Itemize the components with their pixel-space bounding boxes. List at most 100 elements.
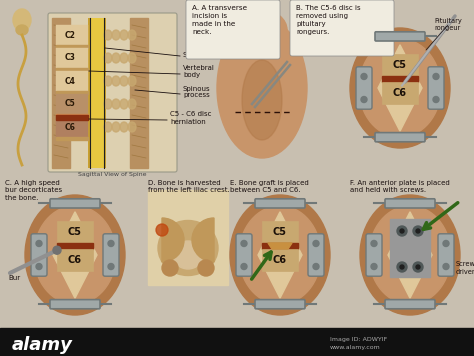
Bar [56,25,88,45]
Text: C6: C6 [68,255,82,265]
Text: C. A high speed
bur decorticates
the bone.: C. A high speed bur decorticates the bon… [5,180,62,201]
Polygon shape [378,45,422,131]
Bar [262,243,298,249]
Polygon shape [268,243,292,249]
Bar [130,18,148,168]
Ellipse shape [239,206,321,304]
Circle shape [162,260,178,276]
Circle shape [241,263,247,269]
Bar [90,18,104,168]
Text: C5: C5 [68,227,82,237]
Text: C2: C2 [65,31,76,40]
Ellipse shape [128,122,136,132]
Text: Pituitary
rongeur: Pituitary rongeur [434,18,462,31]
Ellipse shape [120,76,128,86]
Circle shape [416,265,420,269]
Text: C5 - C6 disc
herniation: C5 - C6 disc herniation [170,111,211,125]
Bar [88,18,106,168]
Ellipse shape [13,9,31,31]
Circle shape [361,96,367,103]
Ellipse shape [104,122,112,132]
FancyBboxPatch shape [428,67,444,109]
Bar [56,91,88,94]
Ellipse shape [112,122,120,132]
Wedge shape [192,218,214,262]
Bar [56,115,88,120]
Text: C5: C5 [65,99,76,109]
Bar [382,76,418,82]
FancyBboxPatch shape [236,234,252,276]
Circle shape [400,265,404,269]
Circle shape [53,246,61,254]
Circle shape [443,263,449,269]
Circle shape [413,262,423,272]
Circle shape [361,73,367,79]
FancyBboxPatch shape [186,0,280,59]
Ellipse shape [359,39,441,137]
Ellipse shape [112,99,120,109]
Circle shape [397,226,407,236]
FancyBboxPatch shape [50,199,100,208]
Text: F. An anterior plate is placed
and held with screws.: F. An anterior plate is placed and held … [350,180,450,194]
Text: C4: C4 [65,77,76,85]
Ellipse shape [104,30,112,40]
Bar [0,328,474,356]
Ellipse shape [112,76,120,86]
Circle shape [108,263,114,269]
Bar [52,18,70,168]
Ellipse shape [173,241,203,269]
Ellipse shape [128,53,136,63]
Text: Vertebral
body: Vertebral body [183,66,215,79]
FancyBboxPatch shape [308,234,324,276]
FancyBboxPatch shape [385,199,435,208]
Circle shape [397,262,407,272]
Circle shape [413,226,423,236]
Text: Spinal cord: Spinal cord [183,52,222,58]
Text: C3: C3 [65,53,76,63]
FancyBboxPatch shape [356,67,372,109]
FancyBboxPatch shape [31,234,47,276]
Polygon shape [258,212,302,298]
Bar [56,45,88,48]
Circle shape [400,229,404,233]
FancyBboxPatch shape [385,300,435,309]
Text: Spinous
process: Spinous process [183,85,210,99]
Ellipse shape [104,76,112,86]
FancyBboxPatch shape [375,32,425,41]
Ellipse shape [120,122,128,132]
Bar [56,68,88,71]
Bar [56,94,88,114]
Ellipse shape [217,18,307,158]
Polygon shape [388,212,432,298]
Text: A. A transverse
incision is
made in the
neck.: A. A transverse incision is made in the … [192,5,247,35]
Text: B. The C5-6 disc is
removed using
pituitary
rongeurs.: B. The C5-6 disc is removed using pituit… [296,5,361,35]
Ellipse shape [360,195,460,315]
Wedge shape [162,218,184,262]
Circle shape [198,260,214,276]
Bar [56,48,88,68]
FancyBboxPatch shape [375,132,425,142]
Ellipse shape [25,195,125,315]
Text: Bur: Bur [8,275,20,281]
Text: C6: C6 [273,255,287,265]
Bar [382,82,418,104]
Bar [390,219,430,277]
Ellipse shape [128,76,136,86]
Circle shape [371,263,377,269]
FancyBboxPatch shape [50,300,100,309]
Text: E. Bone graft is placed
between C5 and C6.: E. Bone graft is placed between C5 and C… [230,180,309,194]
Ellipse shape [120,30,128,40]
Ellipse shape [104,53,112,63]
FancyBboxPatch shape [290,0,394,56]
Ellipse shape [112,30,120,40]
Bar [56,114,88,117]
Ellipse shape [350,28,450,148]
Bar [392,221,428,243]
Bar [392,243,428,249]
Bar [57,243,93,249]
Text: www.alamy.com: www.alamy.com [330,346,381,351]
Circle shape [433,73,439,79]
Text: C5: C5 [273,227,287,237]
Text: C6: C6 [403,255,417,265]
Ellipse shape [128,99,136,109]
